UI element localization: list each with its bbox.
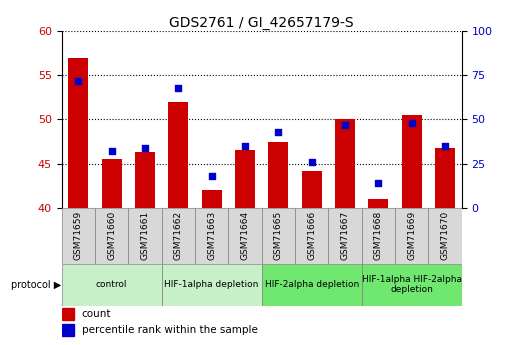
- Text: GSM71663: GSM71663: [207, 211, 216, 260]
- Bar: [68, 58, 88, 208]
- Bar: [302, 171, 322, 208]
- Bar: [262, 208, 295, 264]
- Text: GSM71664: GSM71664: [241, 211, 249, 260]
- Point: [174, 85, 183, 90]
- Text: GSM71669: GSM71669: [407, 211, 416, 260]
- Point: [207, 173, 215, 179]
- Bar: [362, 264, 462, 306]
- Bar: [362, 208, 395, 264]
- Bar: [168, 102, 188, 208]
- Bar: [368, 199, 388, 208]
- Point: [307, 159, 315, 165]
- Bar: [262, 264, 362, 306]
- Bar: [335, 119, 355, 208]
- Text: GSM71660: GSM71660: [107, 211, 116, 260]
- Bar: [395, 208, 428, 264]
- Bar: [202, 190, 222, 208]
- Bar: [162, 264, 262, 306]
- Bar: [95, 208, 128, 264]
- Text: GSM71668: GSM71668: [374, 211, 383, 260]
- Bar: [435, 148, 455, 208]
- Text: HIF-2alpha depletion: HIF-2alpha depletion: [265, 280, 359, 289]
- Bar: [235, 150, 255, 208]
- Text: GSM71659: GSM71659: [74, 211, 83, 260]
- Text: HIF-1alpha HIF-2alpha
depletion: HIF-1alpha HIF-2alpha depletion: [362, 275, 462, 294]
- Text: GSM71665: GSM71665: [274, 211, 283, 260]
- Title: GDS2761 / GI_42657179-S: GDS2761 / GI_42657179-S: [169, 16, 354, 30]
- Point: [107, 148, 115, 154]
- Text: GSM71667: GSM71667: [341, 211, 349, 260]
- Text: GSM71661: GSM71661: [141, 211, 149, 260]
- Point: [241, 143, 249, 149]
- Text: HIF-1alpha depletion: HIF-1alpha depletion: [165, 280, 259, 289]
- Text: GSM71666: GSM71666: [307, 211, 316, 260]
- Bar: [62, 208, 95, 264]
- Bar: [228, 208, 262, 264]
- Bar: [62, 324, 73, 336]
- Bar: [102, 159, 122, 208]
- Bar: [135, 152, 155, 208]
- Point: [441, 143, 449, 149]
- Bar: [128, 208, 162, 264]
- Bar: [328, 208, 362, 264]
- Bar: [195, 208, 228, 264]
- Point: [407, 120, 416, 126]
- Text: count: count: [82, 309, 111, 319]
- Text: control: control: [96, 280, 127, 289]
- Text: GSM71662: GSM71662: [174, 211, 183, 260]
- Bar: [428, 208, 462, 264]
- Bar: [62, 264, 162, 306]
- Point: [141, 145, 149, 150]
- Point: [341, 122, 349, 128]
- Text: protocol ▶: protocol ▶: [11, 279, 62, 289]
- Point: [274, 129, 282, 135]
- Bar: [268, 141, 288, 208]
- Bar: [162, 208, 195, 264]
- Point: [374, 180, 382, 186]
- Text: percentile rank within the sample: percentile rank within the sample: [82, 325, 258, 335]
- Bar: [402, 115, 422, 208]
- Bar: [62, 308, 73, 320]
- Point: [74, 78, 82, 83]
- Bar: [295, 208, 328, 264]
- Text: GSM71670: GSM71670: [441, 211, 449, 260]
